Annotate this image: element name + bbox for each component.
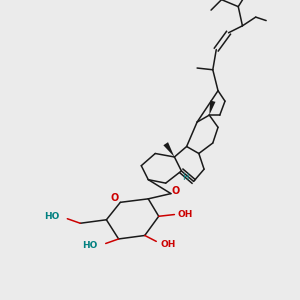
Text: OH: OH xyxy=(178,210,193,219)
Text: OH: OH xyxy=(160,240,176,249)
Text: O: O xyxy=(171,186,180,196)
Text: O: O xyxy=(111,193,119,203)
Polygon shape xyxy=(164,142,174,157)
Text: HO: HO xyxy=(44,212,59,221)
Text: HO: HO xyxy=(82,241,98,250)
Polygon shape xyxy=(209,100,215,115)
Text: H: H xyxy=(182,173,189,182)
